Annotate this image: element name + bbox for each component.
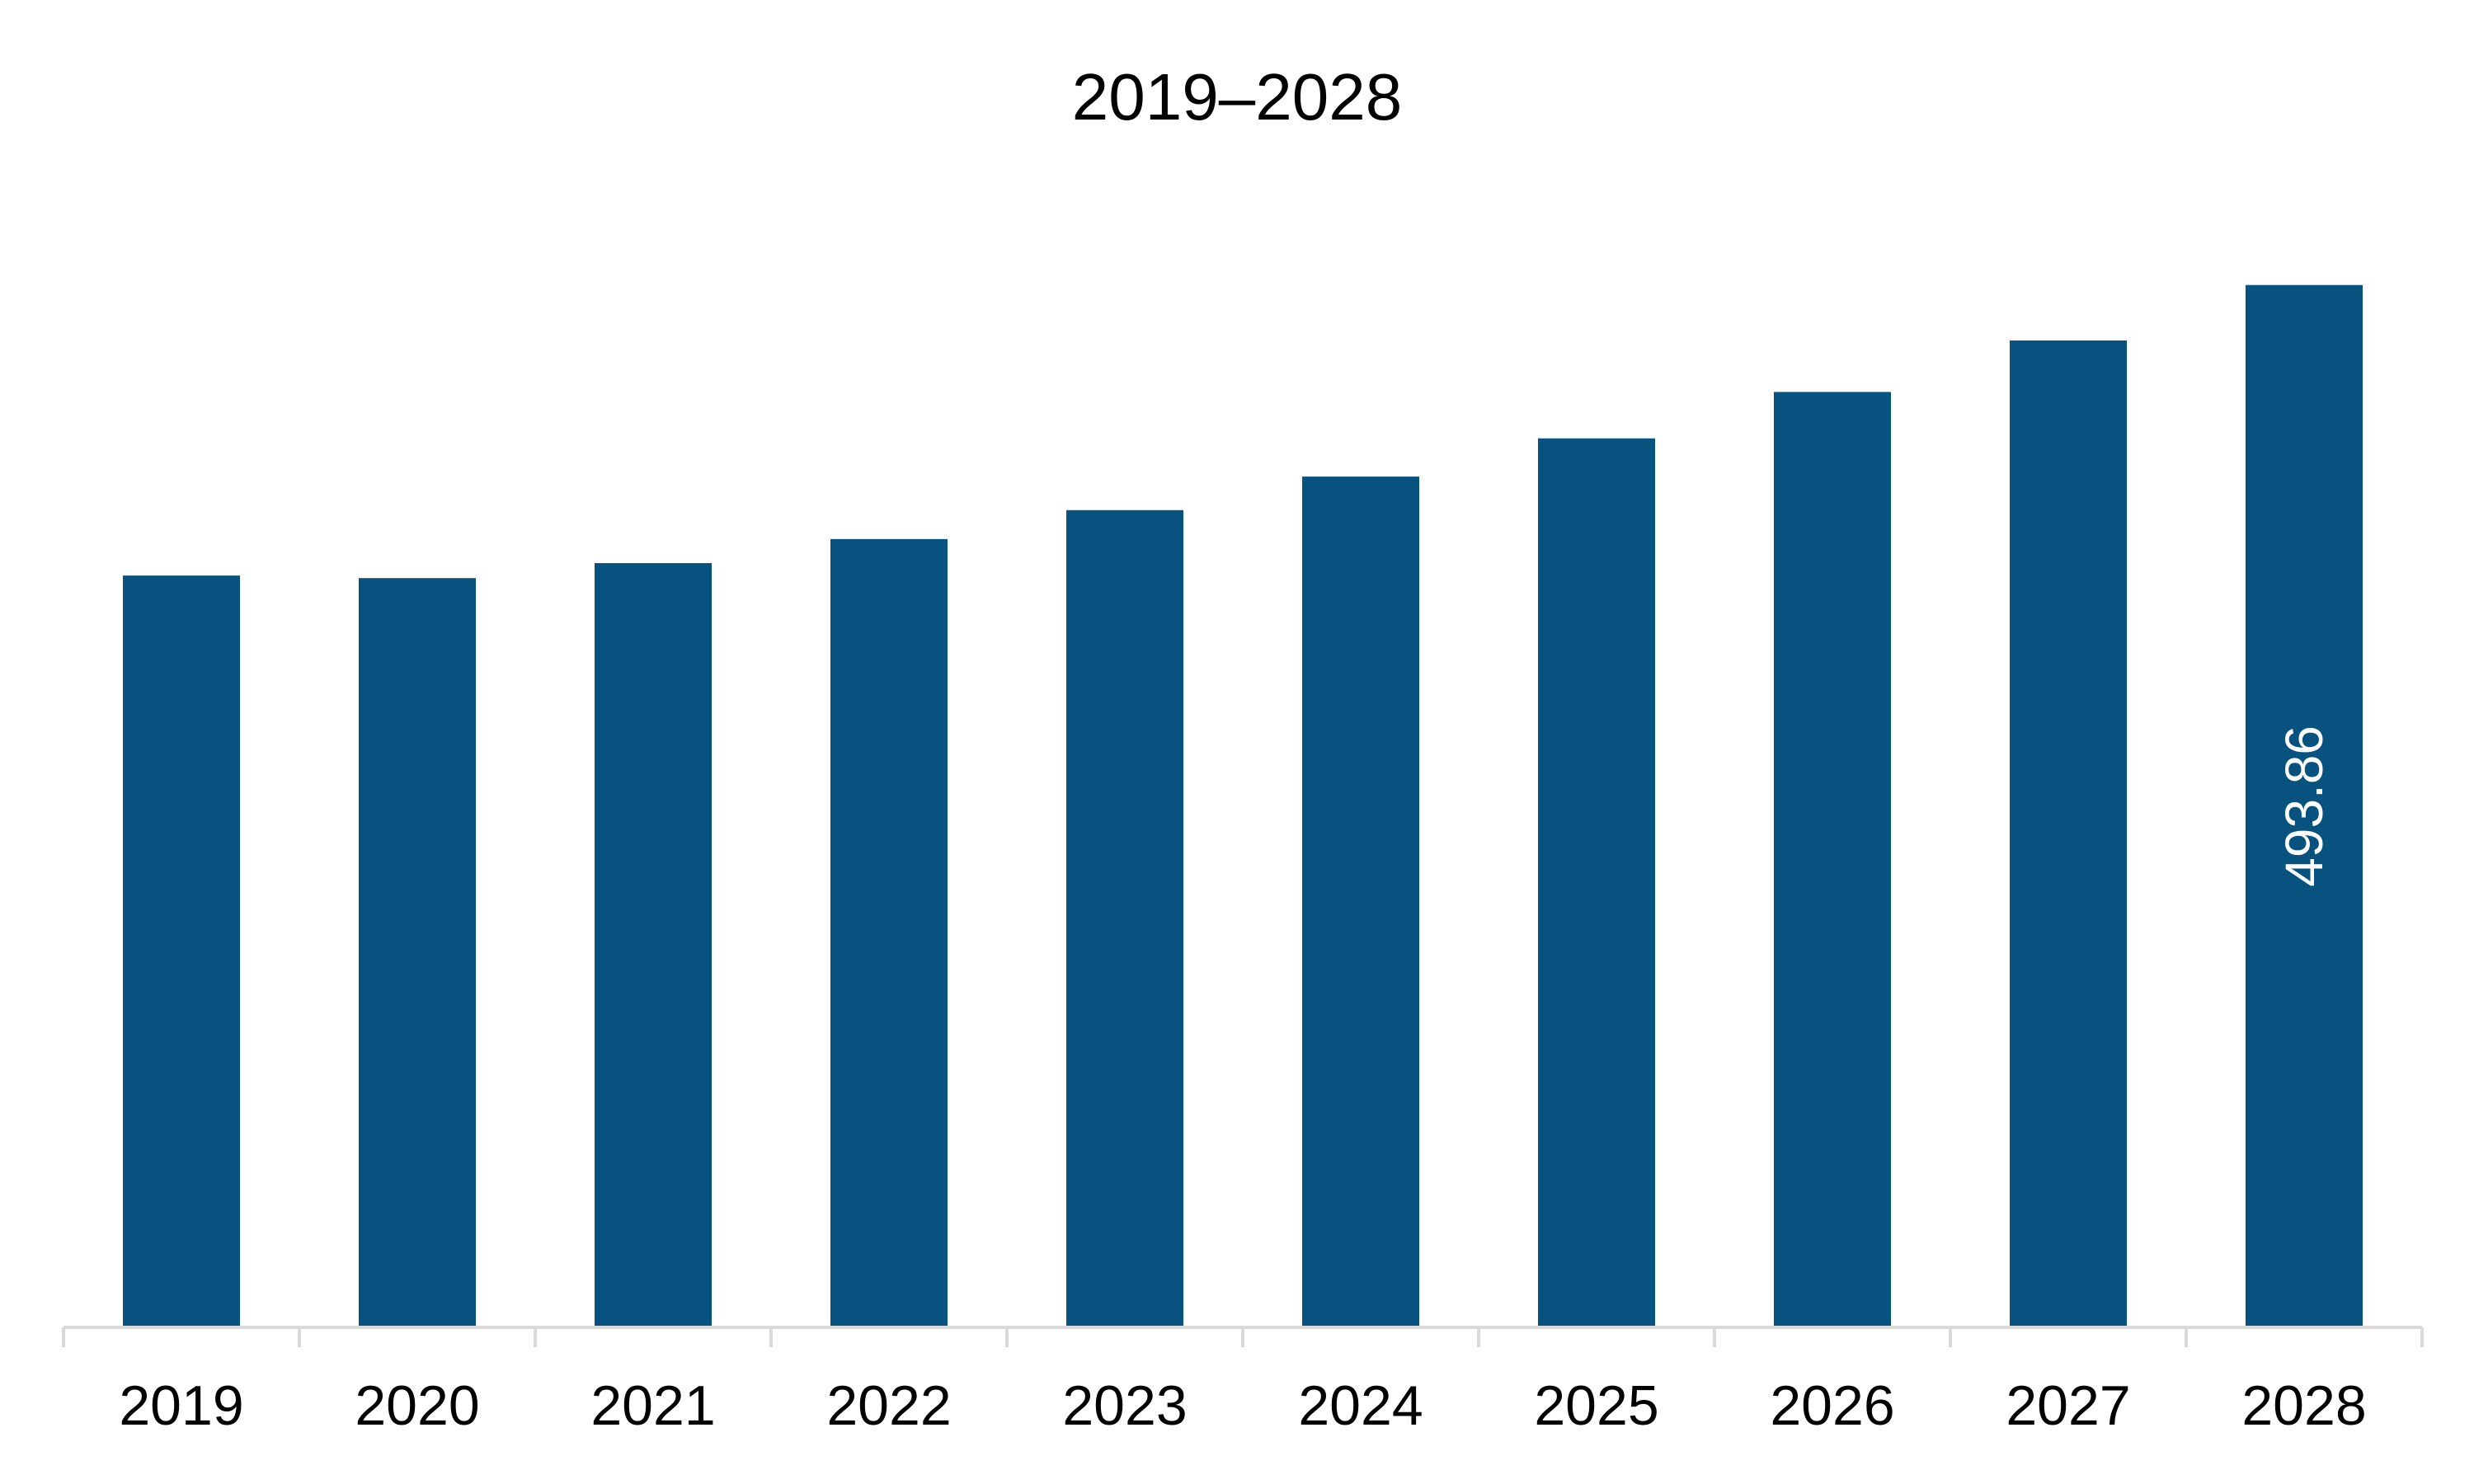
x-tick-labels: 2019 2020 2021 2022 2023 2024 2025 2026 2027 2028 — [119, 1374, 2366, 1437]
bars — [123, 284, 2363, 1328]
bar-2025 — [1538, 438, 1655, 1327]
x-tick-label-2027: 2027 — [2006, 1374, 2130, 1437]
x-tick-label-2019: 2019 — [119, 1374, 243, 1437]
bar-2027 — [2010, 340, 2127, 1328]
x-tick-label-2024: 2024 — [1298, 1374, 1423, 1437]
bar-2020 — [359, 578, 476, 1327]
bar-2019 — [123, 575, 240, 1327]
x-tick-label-2021: 2021 — [590, 1374, 715, 1437]
bar-2023 — [1066, 510, 1183, 1327]
x-axis — [62, 1326, 2424, 1347]
x-tick-label-2026: 2026 — [1770, 1374, 1894, 1437]
bar-2028 — [2246, 284, 2363, 1328]
bar-2024 — [1302, 477, 1419, 1328]
bar-2026 — [1774, 392, 1891, 1328]
chart-title: 2019–2028 — [1072, 60, 1402, 134]
bar-2022 — [830, 538, 948, 1327]
data-label-2028: 493.86 — [2274, 726, 2334, 887]
value-labels: 493.86 — [2274, 726, 2334, 887]
x-tick-label-2025: 2025 — [1534, 1374, 1658, 1437]
x-tick-label-2023: 2023 — [1062, 1374, 1187, 1437]
x-tick-label-2022: 2022 — [826, 1374, 951, 1437]
bar-2021 — [595, 563, 712, 1327]
x-tick-label-2028: 2028 — [2241, 1374, 2366, 1437]
x-tick-label-2020: 2020 — [355, 1374, 479, 1437]
